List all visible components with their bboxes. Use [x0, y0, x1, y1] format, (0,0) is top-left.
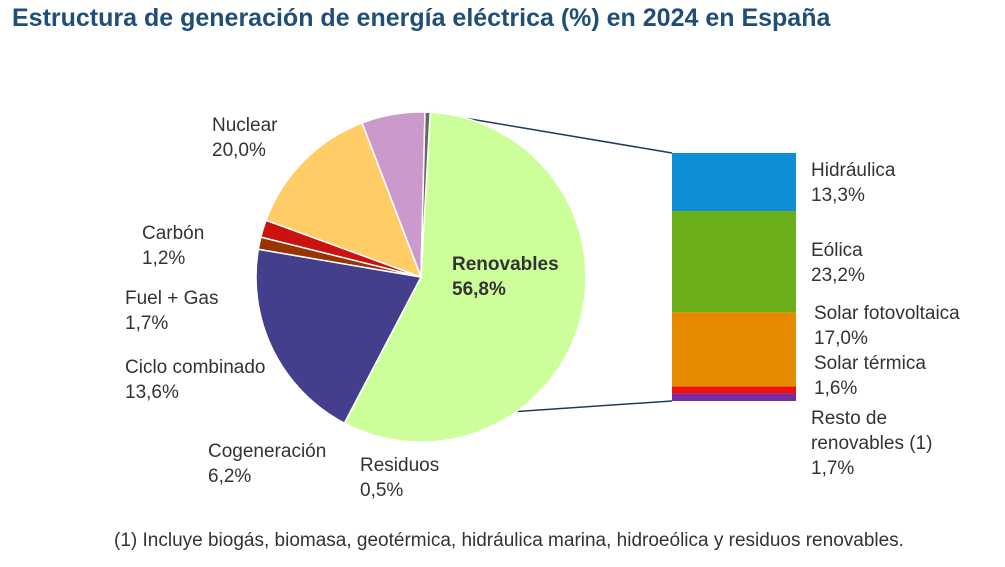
- bar-label-solar-termica: Solar térmica: [814, 353, 926, 374]
- chart-labels: Renovables 56,8% Nuclear 20,0% Carbón 1,2% Fue…: [125, 115, 960, 501]
- bar-value-hidraulica: 13,3%: [811, 185, 865, 206]
- pie-slice-nuclear: [255, 248, 423, 425]
- pie-label-ciclo-combinado: Ciclo combinado: [125, 357, 265, 378]
- bar-segment-hidraulica: [672, 153, 796, 212]
- chart-title: Estructura de generación de energía eléc…: [12, 4, 831, 32]
- stacked-bar: [672, 153, 796, 401]
- bar-label-resto-de-renovables-1-line1: Resto de: [811, 408, 887, 429]
- bar-label-solar-fotovoltaica: Solar fotovoltaica: [814, 303, 960, 324]
- pie-label-carbon: Carbón: [142, 223, 204, 244]
- bar-segment-solar-fotovoltaica: [672, 312, 796, 387]
- bar-label-hidraulica: Hidráulica: [811, 160, 896, 181]
- pie-value-nuclear: 20,0%: [212, 140, 266, 161]
- bar-segment-solar-termica: [672, 386, 796, 394]
- bar-label-resto-de-renovables-1-line2: renovables (1): [811, 433, 932, 454]
- pie-value-fuel-gas: 1,7%: [125, 313, 168, 334]
- pie-chart: [255, 111, 587, 443]
- bar-value-solar-fotovoltaica: 17,0%: [814, 328, 868, 349]
- pie-value-renovables: 56,8%: [452, 279, 506, 300]
- pie-slice-ciclo-combinado: [265, 121, 423, 279]
- pie-slice-residuos: [420, 111, 431, 278]
- pie-label-nuclear: Nuclear: [212, 115, 278, 136]
- pie-value-ciclo-combinado: 13,6%: [125, 382, 179, 403]
- bar-value-resto-de-renovables-1: 1,7%: [811, 458, 854, 479]
- pie-slice-renovables: [343, 111, 587, 443]
- pie-value-residuos: 0,5%: [360, 480, 403, 501]
- pie-value-cogeneracion: 6,2%: [208, 466, 251, 487]
- footnote: (1) Incluye biogás, biomasa, geotérmica,…: [114, 530, 904, 551]
- bar-segment-eolica: [672, 211, 796, 313]
- pie-label-fuel-gas: Fuel + Gas: [125, 288, 218, 309]
- pie-value-carbon: 1,2%: [142, 248, 185, 269]
- bar-segment-resto-de-renovables-1: [672, 393, 796, 401]
- bar-value-eolica: 23,2%: [811, 265, 865, 286]
- bar-label-eolica: Eólica: [811, 240, 863, 261]
- pie-label-cogeneracion: Cogeneración: [208, 441, 326, 462]
- pie-label-residuos: Residuos: [360, 455, 439, 476]
- bar-value-solar-termica: 1,6%: [814, 378, 857, 399]
- pie-label-renovables: Renovables: [452, 254, 559, 275]
